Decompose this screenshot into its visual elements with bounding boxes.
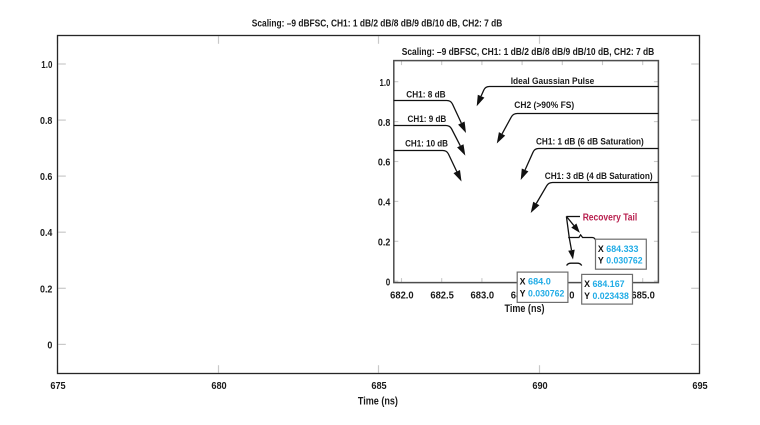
svg-text:Time (ns): Time (ns) [505,303,545,315]
svg-text:X: X [598,244,604,254]
svg-text:682.0: 682.0 [390,291,414,302]
svg-text:0: 0 [47,340,52,351]
svg-text:CH1: 8 dB: CH1: 8 dB [406,88,446,99]
svg-text:Y: Y [584,291,590,301]
svg-text:0.023438: 0.023438 [593,291,629,301]
svg-text:1.0: 1.0 [380,78,391,89]
svg-text:CH1: 9 dB: CH1: 9 dB [408,113,447,124]
svg-text:Y: Y [520,289,526,299]
svg-text:695: 695 [692,381,707,392]
svg-text:680: 680 [211,381,226,392]
svg-text:0: 0 [386,277,391,288]
svg-text:690: 690 [532,381,547,392]
svg-text:1.0: 1.0 [41,60,52,71]
svg-text:X: X [520,277,526,287]
svg-text:0.6: 0.6 [378,158,391,169]
svg-text:0.4: 0.4 [378,198,391,209]
svg-text:684.333: 684.333 [606,244,638,254]
svg-text:0.4: 0.4 [40,228,53,239]
svg-text:CH1: 1 dB (6 dB Saturation): CH1: 1 dB (6 dB Saturation) [536,136,644,147]
svg-text:Y: Y [598,256,604,266]
svg-text:684.167: 684.167 [593,279,625,289]
svg-text:0.2: 0.2 [378,238,391,249]
svg-text:0.030762: 0.030762 [528,289,564,299]
svg-text:Recovery Tail: Recovery Tail [583,212,638,223]
svg-text:Time (ns): Time (ns) [358,396,398,408]
svg-text:675: 675 [50,381,65,392]
svg-text:685.0: 685.0 [631,291,655,302]
svg-text:0.6: 0.6 [40,172,53,183]
svg-text:0.8: 0.8 [378,118,391,129]
svg-text:683.0: 683.0 [471,291,495,302]
svg-text:CH1: 10 dB: CH1: 10 dB [405,137,448,148]
svg-text:Scaling: –9 dBFSC, CH1: 1 dB/2: Scaling: –9 dBFSC, CH1: 1 dB/2 dB/8 dB/9… [252,19,503,30]
svg-text:X: X [584,279,590,289]
svg-text:Scaling: –9 dBFSC, CH1: 1 dB/2: Scaling: –9 dBFSC, CH1: 1 dB/2 dB/8 dB/9… [402,47,655,58]
svg-text:CH1: 3 dB (4 dB Saturation): CH1: 3 dB (4 dB Saturation) [545,170,653,181]
svg-text:0.030762: 0.030762 [606,256,642,266]
svg-text:Ideal Gaussian Pulse: Ideal Gaussian Pulse [511,75,595,86]
svg-text:682.5: 682.5 [430,291,454,302]
svg-text:684.0: 684.0 [528,277,551,287]
svg-text:CH2 (>90% FS): CH2 (>90% FS) [514,99,574,110]
svg-text:0.8: 0.8 [40,116,53,127]
svg-text:0.2: 0.2 [40,284,53,295]
svg-text:685: 685 [371,381,386,392]
